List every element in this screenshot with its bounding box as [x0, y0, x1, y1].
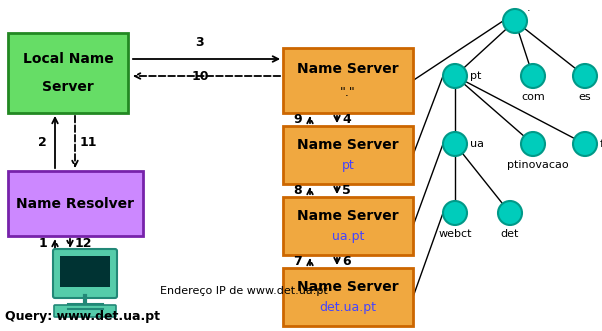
FancyBboxPatch shape: [283, 197, 413, 255]
FancyBboxPatch shape: [283, 126, 413, 184]
Text: ua.pt: ua.pt: [332, 230, 364, 243]
Circle shape: [443, 64, 467, 88]
Text: 9: 9: [293, 113, 302, 126]
Text: 1: 1: [39, 237, 47, 250]
Text: pt: pt: [470, 71, 482, 81]
Text: 3: 3: [196, 36, 204, 49]
Text: Name Server: Name Server: [297, 62, 399, 76]
Text: ua: ua: [470, 139, 484, 149]
Text: det: det: [501, 229, 519, 239]
Text: 10: 10: [191, 70, 209, 83]
Text: es: es: [579, 92, 591, 102]
Text: ".": ".": [340, 86, 356, 99]
FancyBboxPatch shape: [60, 256, 110, 287]
Circle shape: [521, 64, 545, 88]
FancyBboxPatch shape: [8, 33, 128, 113]
FancyBboxPatch shape: [53, 249, 117, 298]
Text: Name Server: Name Server: [297, 209, 399, 222]
FancyBboxPatch shape: [283, 268, 413, 326]
Circle shape: [573, 64, 597, 88]
Text: 7: 7: [293, 255, 302, 268]
Text: 2: 2: [39, 135, 47, 149]
Text: 8: 8: [293, 184, 302, 197]
Text: .: .: [527, 3, 530, 13]
FancyBboxPatch shape: [283, 48, 413, 113]
Text: Name Server: Name Server: [297, 138, 399, 152]
FancyBboxPatch shape: [54, 305, 116, 317]
Text: Name Server: Name Server: [297, 280, 399, 294]
Circle shape: [573, 132, 597, 156]
Text: Server: Server: [42, 80, 94, 94]
Circle shape: [503, 9, 527, 33]
Text: ptinovacao: ptinovacao: [507, 160, 569, 170]
Text: det.ua.pt: det.ua.pt: [320, 301, 376, 314]
Circle shape: [521, 132, 545, 156]
Text: Name Resolver: Name Resolver: [16, 197, 134, 211]
Circle shape: [498, 201, 522, 225]
Text: pt: pt: [341, 159, 355, 172]
Text: webct: webct: [438, 229, 472, 239]
Text: 4: 4: [342, 113, 351, 126]
Circle shape: [443, 201, 467, 225]
Text: fccn: fccn: [600, 139, 602, 149]
Text: Local Name: Local Name: [23, 52, 113, 66]
Text: 5: 5: [342, 184, 351, 197]
Circle shape: [443, 132, 467, 156]
Text: 11: 11: [80, 135, 98, 149]
Text: Endereço IP de www.det.ua.pt: Endereço IP de www.det.ua.pt: [160, 286, 327, 296]
Text: 12: 12: [75, 237, 93, 250]
Text: com: com: [521, 92, 545, 102]
Text: Query: www.det.ua.pt: Query: www.det.ua.pt: [5, 310, 160, 323]
Text: 6: 6: [342, 255, 350, 268]
FancyBboxPatch shape: [8, 171, 143, 236]
